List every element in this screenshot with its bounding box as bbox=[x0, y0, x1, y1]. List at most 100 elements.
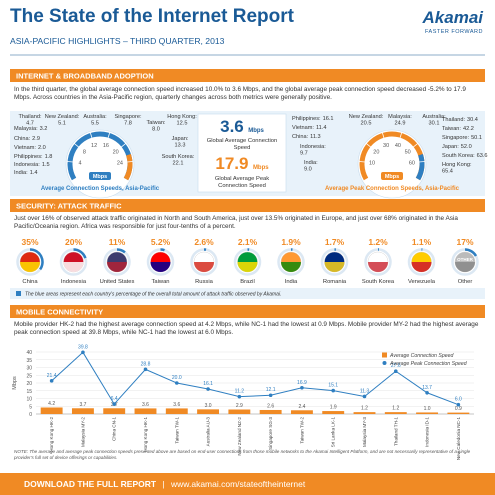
peak-label: 21.4 bbox=[47, 373, 57, 379]
legend-label: Average Connection Speed bbox=[389, 353, 454, 359]
x-tick-label: Taiwan TW-2 bbox=[299, 417, 304, 444]
country-name: South Korea bbox=[362, 279, 395, 285]
country-name: Japan: bbox=[172, 136, 189, 142]
peak-point bbox=[425, 390, 429, 395]
bar-label: 1.2 bbox=[392, 406, 399, 412]
peak-label: 12.1 bbox=[266, 387, 276, 393]
bar-label: 3.0 bbox=[205, 403, 212, 409]
country-value: 63.6 bbox=[477, 153, 488, 159]
attack-share: 5.2% bbox=[151, 237, 171, 247]
country-label: Philippines: 1.8 bbox=[14, 154, 52, 160]
country-value: 9.7 bbox=[300, 151, 308, 157]
country-name: India: bbox=[304, 160, 318, 166]
country-name: Hong Kong: bbox=[167, 114, 197, 120]
bar bbox=[290, 410, 313, 414]
country-name: Venezuela bbox=[408, 279, 436, 285]
country-value: 24.9 bbox=[395, 121, 406, 127]
country-name: Thailand: bbox=[442, 117, 465, 123]
gauge-tick-label: 12 bbox=[91, 143, 97, 149]
peak-label: 16.1 bbox=[203, 381, 213, 387]
country-name: Vietnam: bbox=[292, 125, 314, 131]
flag-stripe bbox=[411, 262, 432, 272]
attack-share: 1.1% bbox=[412, 237, 432, 247]
x-tick-label: Malaysia MY-2 bbox=[80, 417, 85, 447]
country-value: 1.8 bbox=[45, 154, 53, 160]
country-name: Singapore: bbox=[442, 135, 470, 141]
mobile-text: Mobile provider HK-2 had the highest ave… bbox=[14, 321, 479, 336]
bar-label: 3.6 bbox=[173, 402, 180, 408]
gauge-tick-label: 40 bbox=[395, 143, 401, 149]
peak-label: 11.2 bbox=[235, 389, 245, 395]
gauge-tick-label: 10 bbox=[369, 161, 375, 167]
country-label: Malaysia: 3.2 bbox=[14, 126, 47, 132]
attack-share: 17% bbox=[456, 237, 473, 247]
country-label: Taiwan: 42.2 bbox=[442, 126, 474, 132]
global-peak-value: 17.9 bbox=[215, 154, 249, 173]
bar-label: 2.9 bbox=[236, 403, 243, 409]
peak-point bbox=[300, 386, 304, 390]
global-peak-unit: Mbps bbox=[252, 165, 269, 171]
y-tick-label: 15 bbox=[26, 389, 32, 395]
country-name: India: bbox=[14, 170, 28, 176]
country-value: 11.3 bbox=[310, 134, 320, 140]
subtitle: ASIA-PACIFIC HIGHLIGHTS – THIRD QUARTER,… bbox=[10, 36, 225, 46]
country-name: India bbox=[285, 279, 298, 285]
country-label: Australia: 5.5 bbox=[83, 114, 107, 127]
country-name: Thailand: bbox=[18, 114, 41, 120]
y-tick-label: 25 bbox=[26, 373, 32, 379]
attack-share: 35% bbox=[21, 237, 38, 247]
peak-point bbox=[112, 402, 117, 406]
country-name: Indonesia: bbox=[14, 162, 40, 168]
country-name: Australia: bbox=[422, 114, 446, 120]
gauge-tick-label: 24 bbox=[117, 161, 123, 167]
bar bbox=[71, 408, 94, 414]
footer-label: DOWNLOAD THE FULL REPORT bbox=[24, 479, 157, 489]
country-name: Other bbox=[458, 279, 473, 285]
global-peak: 17.9 Mbps bbox=[202, 154, 282, 174]
security-text: Just over 16% of observed attack traffic… bbox=[14, 215, 458, 230]
global-average-unit: Mbps bbox=[248, 128, 264, 134]
x-tick-label: Hong Kong HK-2 bbox=[49, 417, 54, 452]
bar-label: 1.9 bbox=[330, 405, 337, 411]
bar-label: 2.4 bbox=[298, 404, 305, 410]
gauge-tick-label: 20 bbox=[113, 150, 119, 156]
gauge-accent bbox=[123, 153, 133, 181]
attack-share: 20% bbox=[65, 237, 82, 247]
country-value: 5.1 bbox=[58, 121, 66, 127]
country-label: Singapore: 50.1 bbox=[442, 135, 482, 141]
section-bar bbox=[10, 69, 485, 82]
gauge-tick bbox=[365, 143, 372, 148]
country-value: 11.4 bbox=[316, 125, 326, 131]
country-label: China: 11.3 bbox=[292, 134, 321, 140]
country-label: South Korea: 22.1 bbox=[162, 154, 195, 167]
country-name: China: bbox=[14, 136, 31, 142]
attack-share: 2.1% bbox=[238, 237, 258, 247]
gauge-tick-label: 8 bbox=[83, 150, 86, 156]
global-average-label: Global Average Connection Speed bbox=[206, 138, 278, 151]
section-heading: INTERNET & BROADBAND ADOPTION bbox=[16, 72, 154, 81]
country-label: Thailand: 30.4 bbox=[442, 117, 478, 123]
gauge-tick-label: 30 bbox=[383, 143, 389, 149]
country-value: 12.5 bbox=[177, 121, 188, 127]
country-label: Philippines: 16.1 bbox=[292, 116, 334, 122]
gauge-tick-label: 60 bbox=[409, 161, 415, 167]
logo: Akamai bbox=[422, 8, 483, 27]
note-box bbox=[10, 288, 485, 299]
legend-label: Average Peak Connection Speed bbox=[389, 361, 468, 367]
country-label: Australia: 30.1 bbox=[422, 114, 446, 127]
bar bbox=[165, 408, 188, 414]
country-label: Indonesia: 9.7 bbox=[300, 144, 326, 157]
bar bbox=[40, 407, 63, 414]
section-heading: MOBILE CONNECTIVITY bbox=[16, 308, 103, 317]
country-value: 65.4 bbox=[442, 169, 453, 175]
x-tick-label: Thailand TH-1 bbox=[393, 417, 398, 446]
mobile-note: NOTE: The average and average peak conne… bbox=[14, 449, 471, 460]
peak-label: 15.1 bbox=[328, 383, 338, 389]
country-label: Japan: 52.0 bbox=[442, 144, 472, 150]
x-tick-label: Hong Kong HK-1 bbox=[143, 417, 148, 452]
bar-label: 3.7 bbox=[79, 402, 86, 408]
country-name: Taiwan: bbox=[442, 126, 461, 132]
global-box bbox=[197, 113, 287, 193]
security-note: The blue areas represent each country's … bbox=[25, 292, 281, 298]
gauge-tick bbox=[89, 132, 93, 139]
